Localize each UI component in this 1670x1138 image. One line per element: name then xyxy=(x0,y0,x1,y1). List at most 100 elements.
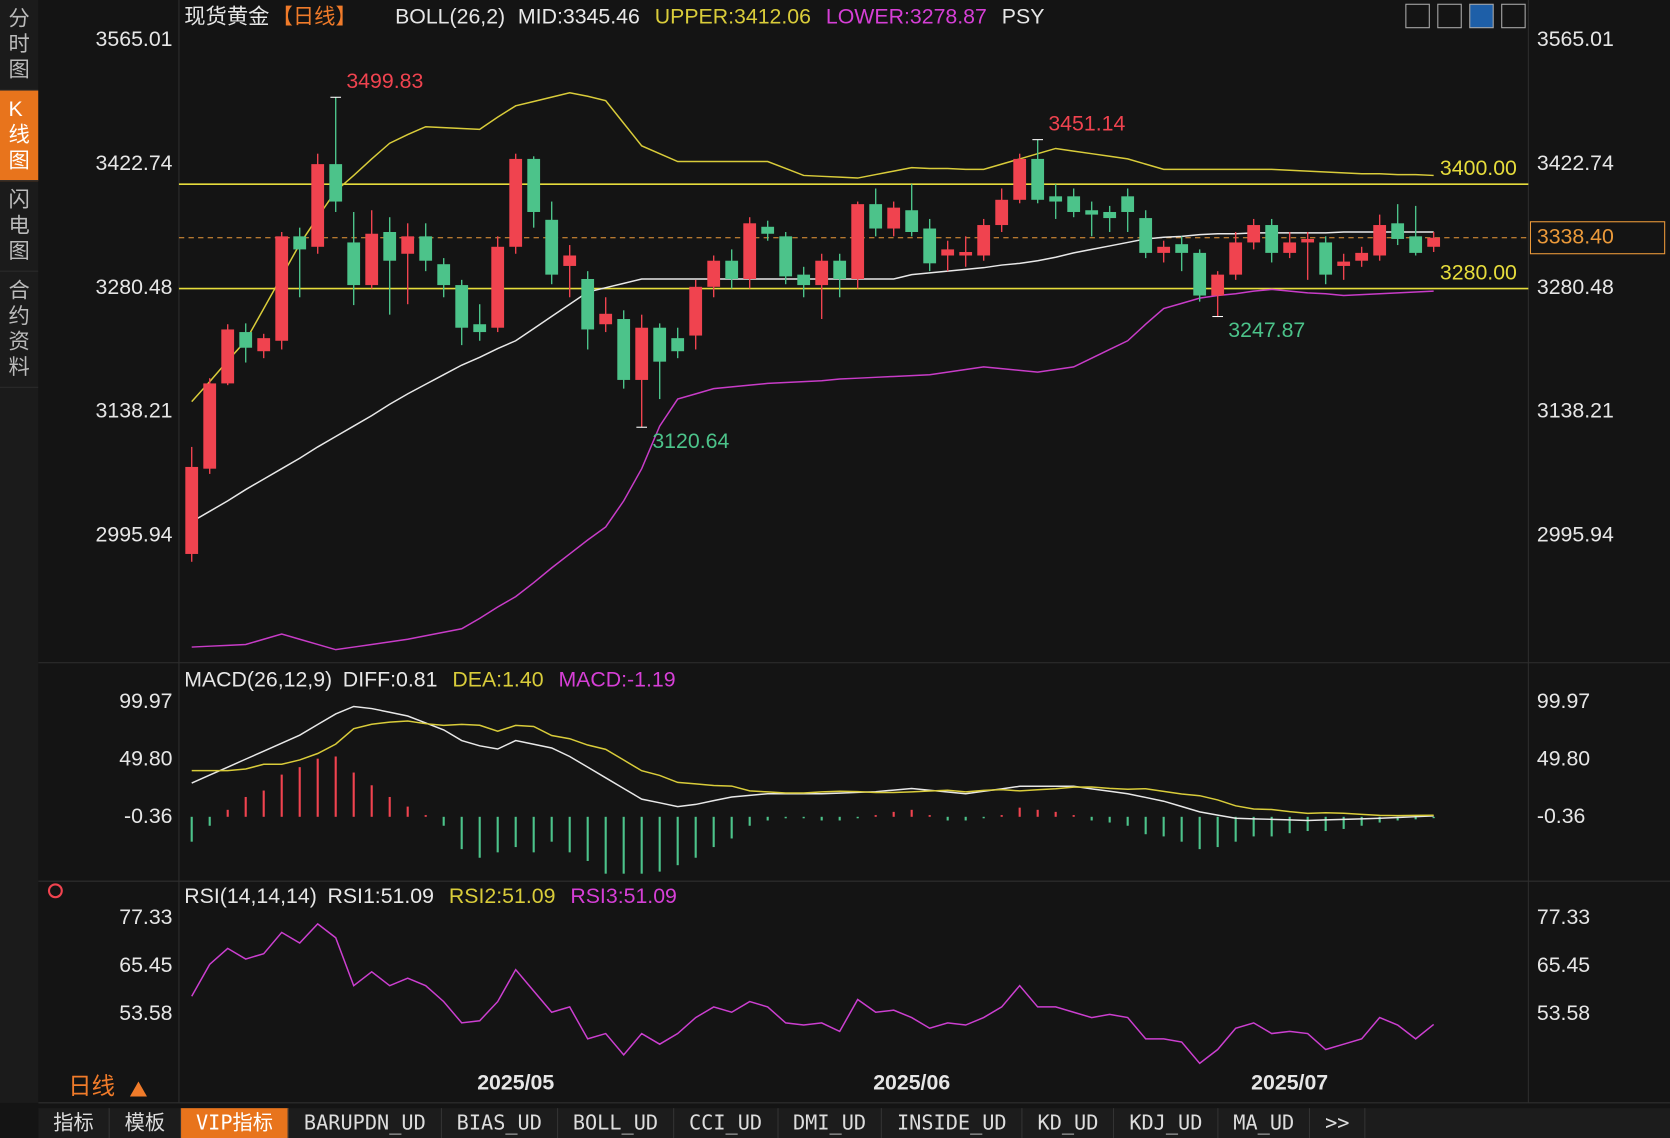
indicator-tab[interactable]: BOLL_UD xyxy=(558,1108,675,1138)
candle-body xyxy=(1247,225,1261,243)
settings-icon[interactable] xyxy=(47,883,63,899)
boll-line xyxy=(191,288,1434,651)
indicator-tab[interactable]: >> xyxy=(1310,1108,1366,1138)
candle-body xyxy=(365,233,379,286)
indicator-name: BOLL(26,2) xyxy=(395,5,505,29)
candle-body xyxy=(1139,218,1153,253)
level-label: 3400.00 xyxy=(1440,156,1517,180)
candle-body xyxy=(707,260,721,287)
indicator-tab[interactable]: KDJ_UD xyxy=(1114,1108,1219,1138)
candle-body xyxy=(833,260,847,279)
candle-body xyxy=(761,226,775,234)
indicator-tab[interactable]: BARUPDN_UD xyxy=(289,1108,442,1138)
macd-line xyxy=(191,720,1434,817)
last-price-box xyxy=(1529,221,1666,255)
candle-body xyxy=(653,327,667,362)
candle-body xyxy=(563,255,577,266)
tool-icon[interactable] xyxy=(1437,3,1462,29)
y-tick-label-right: 3422.74 xyxy=(1537,151,1614,175)
chart-title: MACD(26,12,9) xyxy=(184,668,332,692)
y-tick-label-right: 65.45 xyxy=(1537,953,1590,977)
macd-line xyxy=(191,705,1434,822)
indicator-tab[interactable]: BIAS_UD xyxy=(442,1108,558,1138)
candle-body xyxy=(455,285,469,328)
candle-body xyxy=(995,199,1009,226)
indicator-tab[interactable]: 模板 xyxy=(110,1108,182,1138)
candle-body xyxy=(635,327,649,380)
indicator-tab[interactable]: MA_UD xyxy=(1218,1108,1311,1138)
candle-body xyxy=(1103,211,1117,219)
candle-body xyxy=(1265,225,1279,253)
legend-entry: UPPER:3412.06 xyxy=(655,5,811,29)
candle-body xyxy=(725,260,739,279)
candle-body xyxy=(527,158,541,212)
candle-body xyxy=(617,319,631,380)
period-arrow xyxy=(129,1081,147,1097)
candle-body xyxy=(581,278,595,330)
legend-entry: LOWER:3278.87 xyxy=(826,5,987,29)
y-tick-label: 99.97 xyxy=(119,689,172,713)
legend-entry: MACD:-1.19 xyxy=(558,668,675,692)
y-tick-label-right: 99.97 xyxy=(1537,689,1590,713)
y-tick-label: 3138.21 xyxy=(96,399,173,423)
candle-body xyxy=(419,236,433,261)
indicator-tab[interactable]: DMI_UD xyxy=(778,1108,883,1138)
candle-body xyxy=(1301,238,1315,243)
period-label: 日线 xyxy=(68,1073,115,1099)
indicator-tab[interactable]: INSIDE_UD xyxy=(882,1108,1023,1138)
indicator-tab[interactable]: KD_UD xyxy=(1023,1108,1115,1138)
sidebar-tab[interactable]: K线图 xyxy=(0,90,39,182)
candle-body xyxy=(1121,196,1135,212)
candle-body xyxy=(221,329,235,384)
sidebar-tab[interactable]: 分时图 xyxy=(0,0,39,91)
rsi-line xyxy=(191,922,1435,1065)
sidebar-tab[interactable]: 合约资料 xyxy=(0,272,39,388)
candle-body xyxy=(1229,242,1243,275)
candle-body xyxy=(1373,225,1387,256)
sidebar: 分时图 K线图 闪电图 合约资料 xyxy=(0,0,39,1103)
candle-body xyxy=(959,252,973,256)
candle-body xyxy=(545,219,559,275)
y-tick-label: 77.33 xyxy=(119,905,172,929)
candle-body xyxy=(1427,237,1441,247)
candle-body xyxy=(689,286,703,336)
y-tick-label: 53.58 xyxy=(119,1001,172,1025)
indicator-tab[interactable]: 指标 xyxy=(38,1108,110,1138)
y-tick-label: 3280.48 xyxy=(96,275,173,299)
candle-body xyxy=(1013,158,1027,200)
y-tick-label-right: 53.58 xyxy=(1537,1001,1590,1025)
y-tick-label: 2995.94 xyxy=(96,522,173,546)
candle-body xyxy=(1031,158,1045,200)
candle-body xyxy=(1319,242,1333,275)
legend-entry: DEA:1.40 xyxy=(452,668,543,692)
y-tick-label-right: 3138.21 xyxy=(1537,399,1614,423)
y-tick-label-right: 49.80 xyxy=(1537,746,1590,770)
level-label: 3280.00 xyxy=(1440,260,1517,284)
candle-body xyxy=(275,236,289,341)
boll-line xyxy=(191,231,1434,523)
y-tick-label-right: 3565.01 xyxy=(1537,27,1614,51)
x-tick-label: 2025/07 xyxy=(1251,1070,1328,1094)
legend-entry: MID:3345.46 xyxy=(518,5,640,29)
x-tick-label: 2025/06 xyxy=(873,1070,950,1094)
y-tick-label: 49.80 xyxy=(119,746,172,770)
indicator-tab[interactable]: VIP指标 xyxy=(181,1108,290,1138)
candle-body xyxy=(869,204,883,229)
tool-icon[interactable] xyxy=(1469,3,1494,29)
chart-title: 现货黄金 xyxy=(184,5,269,29)
chart-subtitle: 【日线】 xyxy=(272,5,357,29)
background xyxy=(38,0,1670,1109)
tool-icon[interactable] xyxy=(1405,3,1430,29)
legend-entry: RSI3:51.09 xyxy=(570,884,677,908)
high-label: 3499.83 xyxy=(346,69,423,93)
candle-body xyxy=(815,260,829,286)
candle-body xyxy=(401,236,415,254)
sidebar-tab[interactable]: 闪电图 xyxy=(0,181,39,272)
tool-icon[interactable] xyxy=(1501,3,1526,29)
high-label: 3451.14 xyxy=(1048,111,1125,135)
chart-title: RSI(14,14,14) xyxy=(184,884,317,908)
indicator-tab[interactable]: CCI_UD xyxy=(674,1108,779,1138)
y-tick-label: 3565.01 xyxy=(96,27,173,51)
